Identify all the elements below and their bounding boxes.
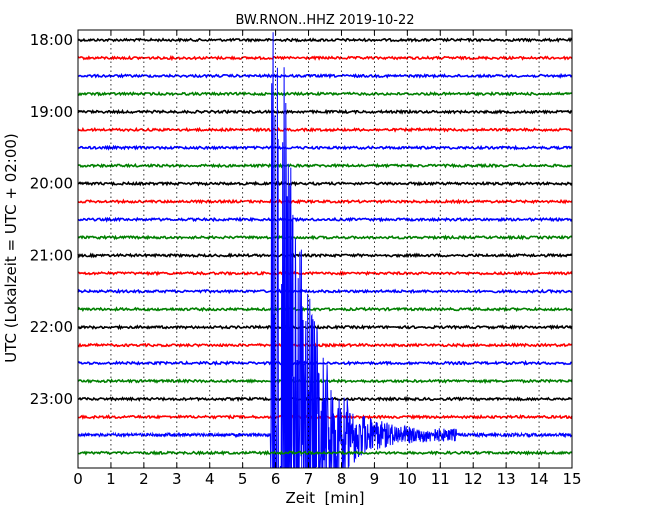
y-axis-label: UTC (Lokalzeit = UTC + 02:00) [2, 133, 20, 363]
x-tick-label: 8 [337, 470, 347, 488]
x-axis-label: Zeit [min] [285, 489, 364, 507]
x-tick-label: 7 [304, 470, 314, 488]
x-tick-label: 9 [370, 470, 380, 488]
x-tick-label: 5 [238, 470, 248, 488]
x-tick-label: 2 [139, 470, 149, 488]
trace-18-30 [77, 72, 573, 80]
x-tick-label: 10 [398, 470, 417, 488]
x-tick-label: 4 [205, 470, 215, 488]
y-tick-label: 19:00 [30, 103, 73, 121]
trace-23-45 [77, 449, 573, 456]
x-tick-label: 15 [562, 470, 581, 488]
grid-lines [110, 30, 540, 468]
x-tick-label: 13 [497, 470, 516, 488]
trace-22-30 [77, 359, 573, 366]
trace-20-30 [77, 216, 573, 223]
x-tick-label: 14 [530, 470, 549, 488]
trace-19-45 [77, 162, 572, 169]
trace-18-45 [77, 90, 573, 97]
x-tick-label: 11 [431, 470, 450, 488]
y-tick-label: 22:00 [30, 318, 73, 336]
x-axis-ticks: 0 1 2 3 4 5 6 7 8 9 10 11 12 13 14 15 [73, 30, 582, 488]
y-tick-label: 20:00 [30, 175, 73, 193]
trace-layer [77, 32, 573, 469]
y-tick-label: 23:00 [30, 390, 73, 408]
trace-22-15 [77, 342, 573, 349]
x-tick-label: 6 [271, 470, 281, 488]
trace-20-00 [77, 180, 573, 187]
x-tick-label: 12 [464, 470, 483, 488]
trace-19-30 [77, 144, 573, 151]
trace-19-00 [77, 108, 573, 115]
x-tick-label: 1 [106, 470, 116, 488]
trace-20-15 [77, 198, 573, 205]
x-tick-label: 0 [73, 470, 83, 488]
x-tick-label: 3 [172, 470, 182, 488]
y-tick-label: 18:00 [30, 31, 73, 49]
trace-23-30 [77, 32, 573, 469]
plot-frame [77, 29, 573, 469]
trace-22-00 [77, 324, 573, 331]
y-axis-ticks: 18:00 19:00 20:00 21:00 22:00 23:00 [30, 31, 572, 408]
trace-21-15 [77, 270, 573, 277]
trace-21-45 [77, 306, 573, 313]
trace-18-15 [77, 54, 573, 62]
trace-18-00 [77, 37, 573, 43]
trace-21-30 [77, 288, 573, 295]
trace-21-00 [77, 252, 573, 259]
y-tick-label: 21:00 [30, 246, 73, 264]
trace-20-45 [77, 234, 573, 241]
chart-title: BW.RNON..HHZ 2019-10-22 [235, 13, 414, 28]
trace-19-15 [77, 126, 573, 133]
